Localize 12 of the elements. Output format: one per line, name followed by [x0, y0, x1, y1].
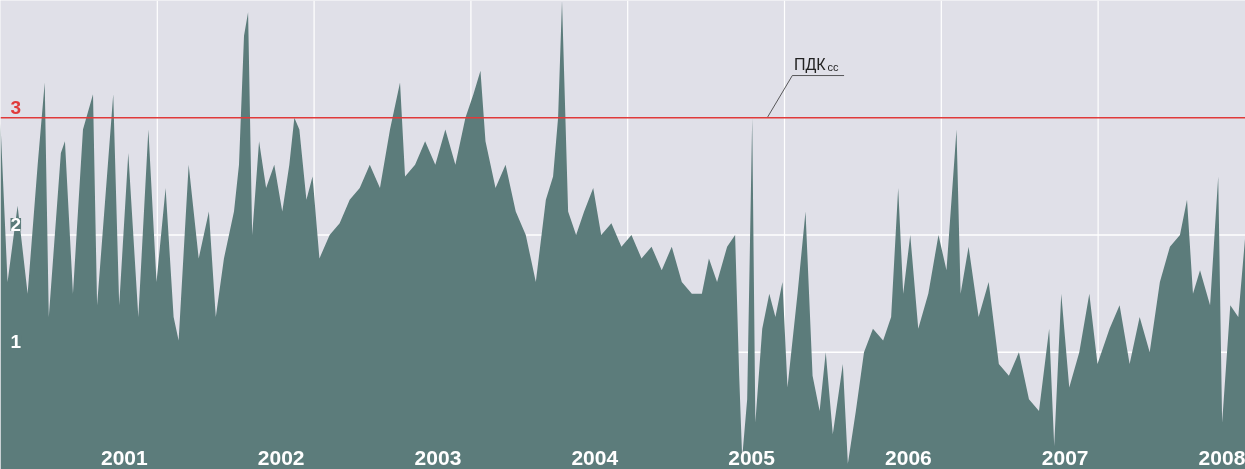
y-tick-label: 3	[10, 96, 22, 118]
x-tick-label: 2007	[1041, 445, 1089, 469]
ref-line-label: ПДКсс	[793, 56, 840, 74]
x-tick-label: 2004	[571, 445, 619, 469]
x-tick-label: 2003	[414, 445, 462, 469]
y-tick-label: 1	[10, 331, 22, 353]
x-tick-label: 2005	[728, 445, 776, 469]
y-tick-label: 2	[10, 214, 22, 235]
x-tick-label: 2008	[1198, 445, 1245, 469]
x-tick-label: 2006	[885, 445, 932, 469]
x-tick-label: 2001	[101, 445, 149, 469]
x-tick-label: 2002	[257, 445, 305, 469]
